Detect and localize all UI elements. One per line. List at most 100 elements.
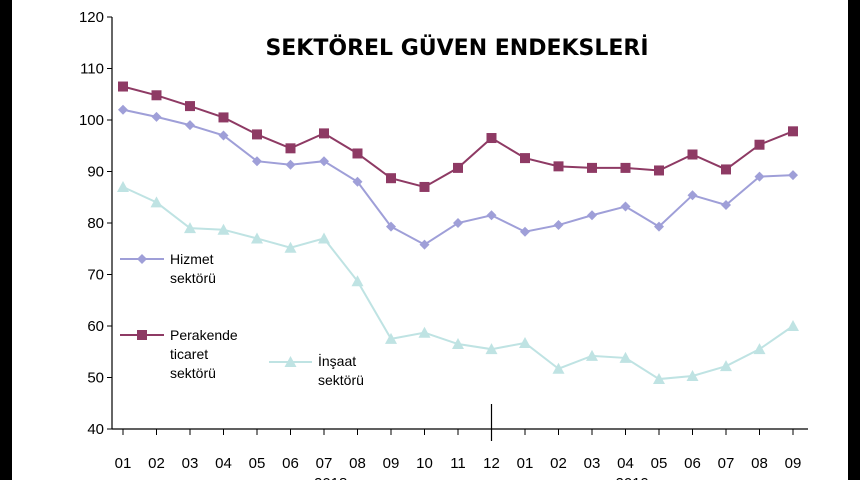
y-tick-label: 120	[79, 9, 104, 26]
x-tick-label: 12	[483, 455, 500, 472]
data-point	[185, 120, 195, 131]
data-point	[753, 343, 766, 355]
series-perakende	[118, 81, 798, 192]
data-point	[218, 112, 229, 123]
data-point	[319, 128, 329, 139]
data-point	[352, 148, 363, 159]
data-point	[218, 130, 229, 141]
series-insaat	[117, 180, 799, 385]
data-point	[721, 164, 731, 175]
x-tick-label: 02	[550, 455, 567, 472]
data-point	[118, 81, 128, 92]
y-tick-label: 100	[79, 112, 104, 129]
legend-label: İnşaat	[318, 352, 356, 369]
y-tick-label: 50	[87, 370, 104, 387]
y-tick-label: 60	[87, 318, 104, 335]
data-point	[386, 221, 396, 232]
data-point	[419, 181, 430, 192]
chart: 40 50 60 70 80 90 100 110 120 01 02 03 04 05 06 07 08 09…	[79, 9, 808, 480]
data-point	[285, 159, 296, 170]
x-tick-label: 01	[517, 455, 534, 472]
data-point	[520, 153, 530, 164]
legend-label: ticaret	[170, 346, 208, 362]
data-point	[252, 156, 262, 167]
data-point	[720, 360, 732, 372]
data-point	[553, 220, 564, 231]
data-point	[587, 162, 597, 173]
x-tick-label: 08	[349, 455, 366, 472]
data-point	[586, 349, 598, 361]
data-point	[486, 210, 497, 221]
legend-label: sektörü	[170, 365, 216, 381]
data-point	[117, 180, 129, 192]
data-point	[587, 210, 597, 221]
x-tick-label: 08	[751, 455, 768, 472]
data-point	[284, 241, 297, 253]
x-tick-label: 10	[416, 455, 433, 472]
x-ticks: 01 02 03 04 05 06 07 08 09 10 11 12 01 02 03 04 05 06 07 08…	[115, 404, 802, 472]
data-point	[251, 232, 263, 244]
x-tick-label: 05	[249, 455, 266, 472]
data-point	[351, 275, 364, 287]
data-point	[553, 161, 564, 172]
x-tick-label: 03	[182, 455, 199, 472]
chart-frame: 40 50 60 70 80 90 100 110 120 01 02 03 04 05 06 07 08 09…	[12, 0, 848, 480]
data-point	[185, 101, 195, 112]
data-point	[386, 173, 396, 184]
data-point	[787, 320, 799, 331]
data-point	[184, 222, 196, 234]
data-point	[620, 201, 631, 212]
x-tick-label: 03	[584, 455, 601, 472]
y-tick-label: 110	[80, 61, 104, 78]
series-hizmet	[118, 104, 798, 250]
data-point	[788, 126, 798, 137]
legend: Hizmet sektörü Perakende ticaret sektörü İnşa…	[120, 251, 364, 388]
x-tick-label: 09	[785, 455, 802, 472]
legend-label: Hizmet	[170, 251, 214, 267]
data-point	[453, 162, 463, 173]
series-line	[122, 186, 794, 381]
data-point	[453, 218, 463, 228]
data-point	[485, 343, 498, 355]
x-tick-label: 06	[282, 455, 299, 472]
year-label: 2018	[314, 475, 347, 480]
data-point	[654, 165, 664, 176]
data-point	[217, 223, 230, 235]
data-point	[686, 369, 699, 381]
x-tick-label: 04	[617, 455, 634, 472]
data-point	[687, 190, 698, 201]
data-point	[687, 149, 698, 160]
data-point	[151, 90, 162, 101]
year-labels: 2018 2019	[314, 475, 649, 480]
y-ticks: 40 50 60 70 80 90 100 110 120	[79, 9, 112, 438]
data-point	[385, 332, 397, 344]
y-tick-label: 90	[87, 164, 104, 181]
x-tick-label: 09	[383, 455, 400, 472]
x-tick-label: 11	[450, 455, 466, 472]
data-point	[721, 199, 731, 210]
x-tick-label: 04	[215, 455, 232, 472]
legend-marker	[137, 254, 147, 264]
data-point	[252, 129, 262, 140]
legend-hizmet: Hizmet sektörü	[120, 251, 216, 286]
data-point	[653, 373, 665, 385]
legend-label: Perakende	[170, 327, 238, 343]
data-point	[486, 133, 497, 144]
y-tick-label: 80	[87, 215, 104, 232]
data-point	[418, 326, 431, 338]
legend-label: sektörü	[170, 270, 216, 286]
x-tick-label: 02	[148, 455, 165, 472]
y-tick-label: 70	[87, 267, 104, 284]
data-point	[318, 232, 330, 244]
legend-insaat: İnşaat sektörü	[269, 352, 364, 388]
x-tick-label: 01	[115, 455, 132, 472]
data-point	[552, 362, 565, 374]
legend-marker	[137, 330, 147, 340]
data-point	[620, 162, 631, 173]
data-point	[151, 111, 162, 122]
data-point	[754, 171, 765, 182]
data-point	[754, 139, 765, 150]
x-tick-label: 07	[718, 455, 735, 472]
data-point	[520, 226, 530, 237]
data-point	[519, 336, 531, 348]
